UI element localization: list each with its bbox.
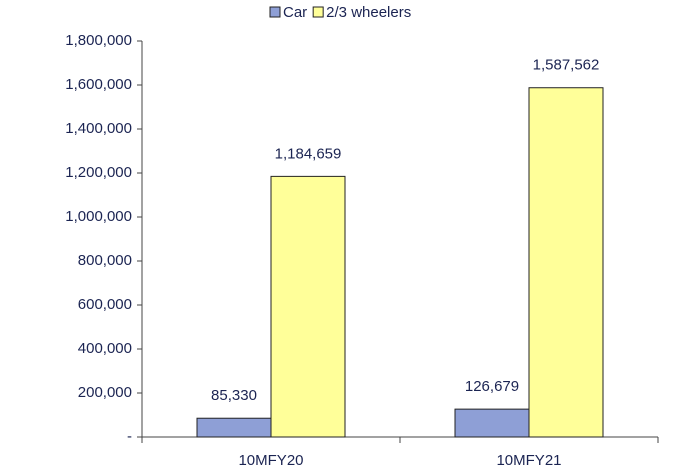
legend-label: 2/3 wheelers	[326, 4, 411, 21]
y-tick-label: -	[127, 428, 132, 445]
x-tick-label: 10MFY20	[238, 452, 303, 469]
y-tick-label: 800,000	[78, 252, 132, 269]
y-tick-label: 600,000	[78, 296, 132, 313]
legend-label: Car	[283, 4, 307, 21]
x-tick-label: 10MFY21	[496, 452, 561, 469]
y-tick-label: 1,800,000	[65, 32, 132, 49]
bar	[528, 87, 604, 438]
value-label: 1,184,659	[275, 145, 342, 162]
y-tick-label: 200,000	[78, 384, 132, 401]
bar	[196, 417, 272, 438]
legend-swatch	[312, 6, 324, 18]
y-tick-label: 1,200,000	[65, 164, 132, 181]
y-tick-label: 1,400,000	[65, 120, 132, 137]
y-tick-label: 400,000	[78, 340, 132, 357]
value-label: 126,679	[465, 378, 519, 395]
bar	[270, 175, 346, 438]
value-label: 1,587,562	[533, 57, 600, 74]
bar	[454, 408, 530, 438]
legend-swatch	[269, 6, 281, 18]
y-tick-label: 1,000,000	[65, 208, 132, 225]
value-label: 85,330	[211, 387, 257, 404]
y-tick-label: 1,600,000	[65, 76, 132, 93]
